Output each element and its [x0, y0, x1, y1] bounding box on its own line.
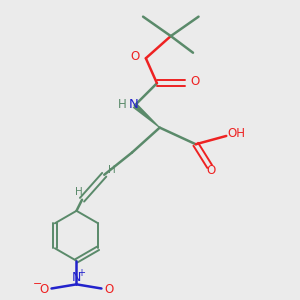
Text: O: O: [39, 283, 48, 296]
Text: O: O: [131, 50, 140, 63]
Text: −: −: [33, 278, 42, 289]
Text: OH: OH: [227, 127, 245, 140]
Text: H: H: [75, 187, 83, 197]
Text: O: O: [190, 75, 200, 88]
Text: O: O: [206, 164, 216, 177]
Text: N: N: [128, 98, 138, 110]
Text: +: +: [76, 268, 85, 278]
Text: N: N: [72, 271, 81, 284]
Polygon shape: [133, 103, 160, 128]
Text: H: H: [118, 98, 127, 110]
Text: O: O: [105, 283, 114, 296]
Text: H: H: [108, 165, 116, 175]
